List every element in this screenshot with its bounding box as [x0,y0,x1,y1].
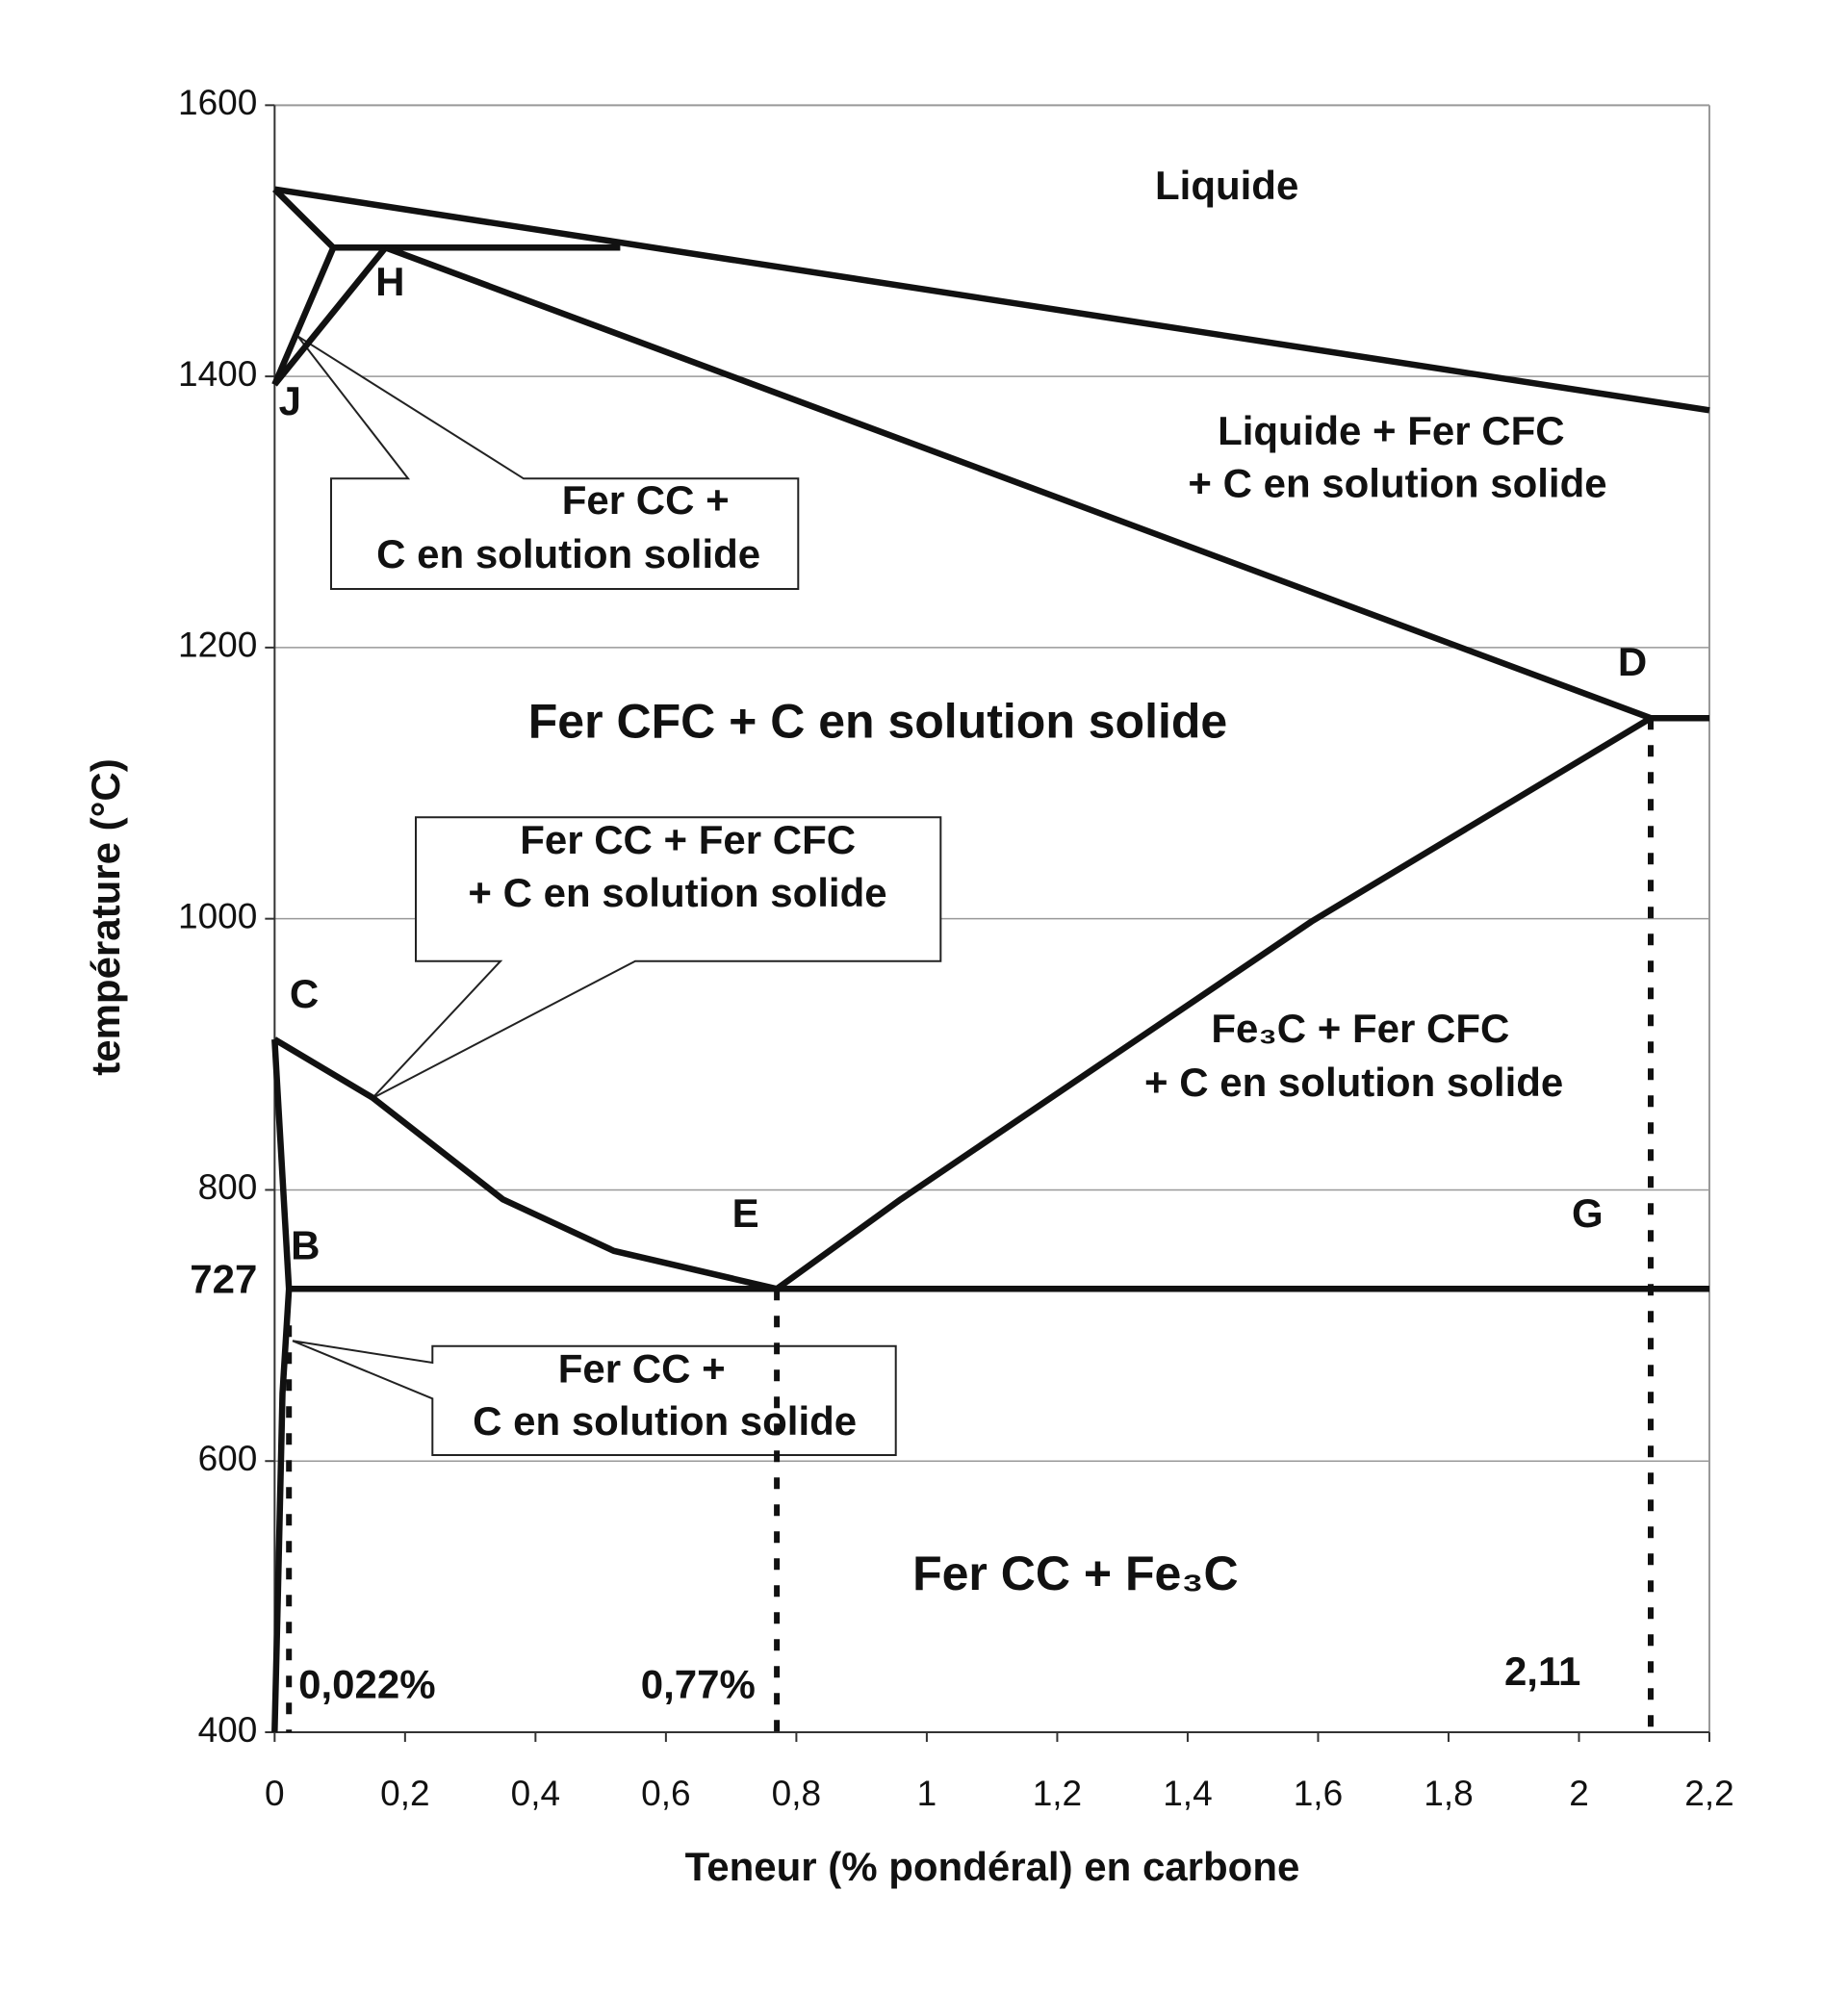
x-tick-label: 0,4 [511,1774,560,1813]
annotation: 0,77% [641,1661,756,1706]
x-tick-label: 1,6 [1294,1774,1343,1813]
y-tick-label-highlight: 727 [190,1256,257,1301]
annotation: C en solution solide [376,531,760,576]
x-tick-label: 1 [917,1774,937,1813]
x-tick-label: 1,8 [1424,1774,1473,1813]
y-tick-label: 1600 [178,83,257,122]
annotation: Liquide [1155,163,1298,208]
annotation: Fer CC + Fe₃C [912,1547,1238,1600]
x-tick-label: 0,2 [380,1774,429,1813]
annotation: + C en solution solide [1144,1060,1563,1105]
annotation: Fe₃C + Fer CFC [1211,1006,1509,1051]
x-tick-label: 0 [265,1774,285,1813]
annotation: E [732,1190,759,1236]
annotation: + C en solution solide [468,870,886,915]
y-tick-label: 1200 [178,626,257,665]
x-axis-title: Teneur (% pondéral) en carbone [685,1844,1300,1889]
annotation: B [291,1222,320,1267]
phase-boundary [271,1038,293,1733]
annotation: C en solution solide [473,1398,857,1444]
annotation: Liquide + Fer CFC [1218,408,1565,453]
y-tick-label: 800 [198,1167,258,1207]
phase-boundary [775,715,1653,1291]
callout-box [292,1340,897,1456]
annotation: Fer CC + [558,1345,726,1391]
x-tick-label: 0,6 [641,1774,690,1813]
annotation: Fer CC + Fer CFC [520,817,856,862]
annotation: J [279,378,301,423]
annotation: D [1618,639,1647,684]
y-tick-label: 1400 [178,354,257,394]
annotation: C [290,971,319,1016]
x-tick-label: 0,8 [772,1774,821,1813]
y-tick-label: 600 [198,1439,258,1478]
annotation: Fer CC + [562,477,730,523]
y-tick-label: 1000 [178,896,257,935]
annotation: 2,11 [1504,1649,1580,1694]
y-tick-label: 400 [198,1710,258,1750]
callout-box [296,335,800,590]
annotation: 0,022% [298,1661,435,1706]
phase-boundary [271,245,389,387]
annotation: G [1572,1190,1604,1236]
phase-boundary [273,186,1710,414]
annotation: + C en solution solide [1188,460,1606,505]
y-axis-title: température (°C) [83,758,128,1076]
x-tick-label: 2,2 [1684,1774,1733,1813]
x-tick-label: 1,2 [1033,1774,1082,1813]
x-tick-label: 2 [1569,1774,1589,1813]
callout-box [371,816,942,1100]
x-tick-label: 1,4 [1163,1774,1212,1813]
annotation: Fer CFC + C en solution solide [528,695,1227,749]
phase-boundary [272,1036,778,1292]
annotation: H [375,259,404,304]
